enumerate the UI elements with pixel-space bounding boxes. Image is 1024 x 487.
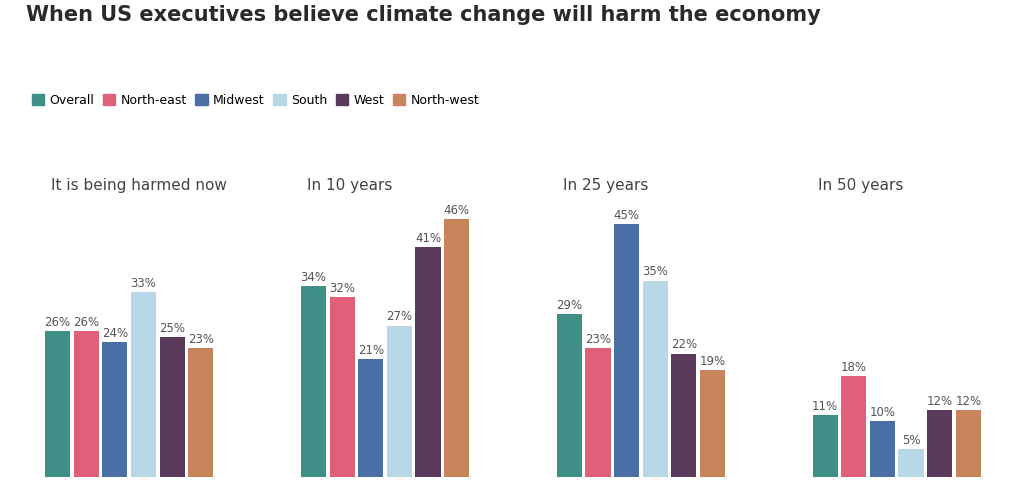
Bar: [188, 348, 213, 477]
Text: 12%: 12%: [927, 394, 952, 408]
Text: 21%: 21%: [357, 344, 384, 357]
Bar: [45, 331, 71, 477]
Bar: [74, 331, 99, 477]
Bar: [614, 225, 639, 477]
Text: In 25 years: In 25 years: [562, 179, 648, 193]
Text: 35%: 35%: [642, 265, 668, 279]
Bar: [813, 415, 838, 477]
Text: 29%: 29%: [556, 299, 583, 312]
Text: 25%: 25%: [159, 321, 185, 335]
Legend: Overall, North-east, Midwest, South, West, North-west: Overall, North-east, Midwest, South, Wes…: [32, 94, 479, 107]
Text: 23%: 23%: [585, 333, 611, 346]
Bar: [301, 286, 326, 477]
Text: In 50 years: In 50 years: [818, 179, 904, 193]
Text: 10%: 10%: [869, 406, 895, 419]
Text: 41%: 41%: [415, 232, 441, 244]
Bar: [699, 371, 725, 477]
Bar: [416, 247, 440, 477]
Bar: [898, 449, 924, 477]
Text: 32%: 32%: [329, 282, 355, 295]
Text: In 10 years: In 10 years: [307, 179, 392, 193]
Bar: [131, 292, 156, 477]
Bar: [444, 219, 469, 477]
Text: 24%: 24%: [101, 327, 128, 340]
Text: 26%: 26%: [45, 316, 71, 329]
Bar: [842, 376, 866, 477]
Text: 33%: 33%: [131, 277, 157, 290]
Text: 45%: 45%: [613, 209, 640, 222]
Bar: [927, 410, 952, 477]
Text: 19%: 19%: [699, 355, 726, 368]
Bar: [160, 337, 184, 477]
Bar: [869, 421, 895, 477]
Bar: [557, 314, 582, 477]
Bar: [102, 342, 127, 477]
Text: 27%: 27%: [386, 310, 413, 323]
Text: 34%: 34%: [300, 271, 327, 284]
Text: 46%: 46%: [443, 204, 470, 217]
Bar: [330, 298, 354, 477]
Text: 22%: 22%: [671, 338, 697, 352]
Bar: [955, 410, 981, 477]
Text: 26%: 26%: [73, 316, 99, 329]
Bar: [672, 354, 696, 477]
Bar: [643, 281, 668, 477]
Text: 18%: 18%: [841, 361, 867, 374]
Bar: [358, 359, 383, 477]
Text: When US executives believe climate change will harm the economy: When US executives believe climate chang…: [26, 5, 820, 25]
Bar: [586, 348, 610, 477]
Text: 5%: 5%: [902, 434, 921, 447]
Text: It is being harmed now: It is being harmed now: [51, 179, 226, 193]
Text: 12%: 12%: [955, 394, 981, 408]
Text: 11%: 11%: [812, 400, 839, 413]
Bar: [387, 325, 412, 477]
Text: 23%: 23%: [187, 333, 214, 346]
